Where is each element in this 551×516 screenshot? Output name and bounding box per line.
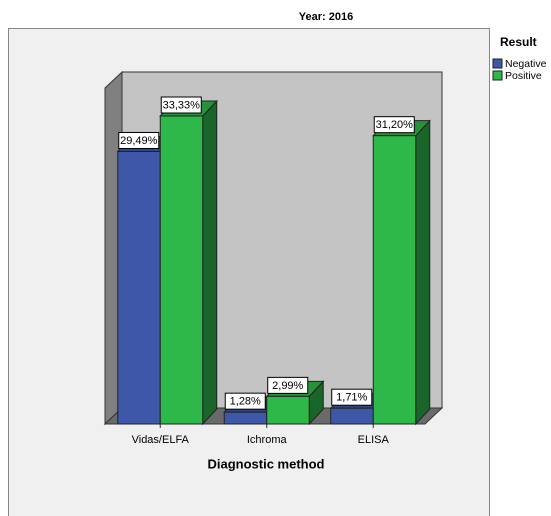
value-label: 29,49% [120, 135, 158, 147]
legend-swatch [492, 58, 503, 69]
bar [117, 150, 161, 425]
x-tick-label: Vidas/ELFA [132, 434, 190, 446]
bar [159, 115, 204, 425]
value-label: 2,99% [272, 380, 303, 392]
x-axis-label: Diagnostic method [207, 456, 324, 471]
value-label-box [331, 388, 373, 406]
bar-side [202, 99, 218, 426]
bar [266, 395, 310, 425]
value-label: 31,20% [376, 119, 414, 131]
bar [223, 411, 268, 425]
x-tick-label: ELISA [358, 434, 390, 446]
chart-title: Year: 2016 [299, 11, 353, 23]
legend-label: Positive [505, 70, 542, 82]
bar-side [415, 119, 431, 426]
value-label-box [373, 116, 415, 134]
value-label: 1,28% [230, 396, 261, 408]
value-label: 33,33% [163, 99, 201, 111]
value-label-box [224, 392, 266, 410]
legend-label: Negative [505, 58, 547, 70]
legend-swatch [492, 70, 503, 81]
value-label-box [118, 131, 160, 149]
legend-title: Result [500, 35, 537, 49]
value-label-box [160, 96, 202, 114]
bar [372, 135, 417, 425]
bar [330, 407, 374, 425]
value-label-box [267, 376, 309, 394]
x-tick-label: Ichroma [247, 434, 288, 446]
value-label: 1,71% [336, 392, 367, 404]
